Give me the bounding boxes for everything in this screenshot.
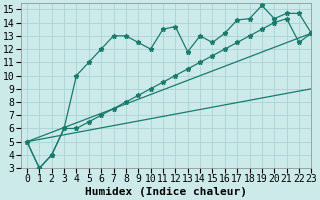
X-axis label: Humidex (Indice chaleur): Humidex (Indice chaleur) (85, 187, 247, 197)
